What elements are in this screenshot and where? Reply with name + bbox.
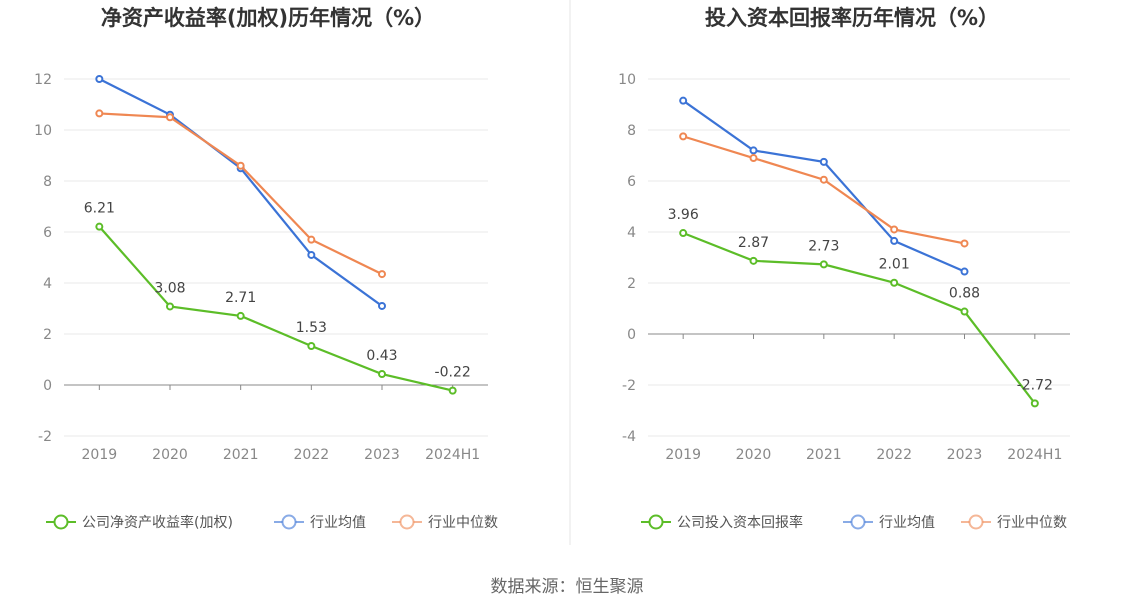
data-point-median[interactable] [95, 109, 104, 118]
legend-item-avg[interactable]: 行业均值 [274, 514, 366, 531]
chart-roic: 投入资本回报率历年情况（%） -4 -2 0 2 4 6 8 10 2019 2020 2021 202… [618, 6, 1070, 531]
data-label: 1.53 [296, 320, 327, 336]
y-tick-label: 10 [34, 123, 52, 139]
x-tick-label: 2024H1 [1007, 447, 1062, 463]
data-point-company[interactable] [378, 370, 386, 379]
legend-label: 行业中位数 [428, 515, 498, 531]
x-tick-label: 2021 [806, 447, 842, 463]
y-tick-label: 8 [627, 123, 636, 139]
x-tick-label: 2020 [152, 447, 188, 463]
series-line-company [98, 225, 453, 392]
chart-title: 投入资本回报率历年情况（%） [705, 6, 999, 30]
y-tick-label: 2 [43, 327, 52, 343]
legend-marker [399, 514, 415, 530]
data-point-median[interactable] [819, 175, 828, 184]
data-point-company[interactable] [749, 256, 758, 265]
data-label: 0.88 [949, 286, 980, 302]
chart-title: 净资产收益率(加权)历年情况（%） [101, 6, 435, 30]
y-tick-label: -4 [622, 429, 636, 445]
series-line-avg [98, 78, 383, 307]
data-label: 3.96 [668, 207, 699, 223]
x-tick-label: 2022 [294, 447, 330, 463]
legend-item-company[interactable]: 公司净资产收益率(加权) [46, 514, 233, 531]
data-point-median[interactable] [236, 161, 245, 170]
x-tick-label: 2021 [223, 447, 259, 463]
data-point-company[interactable] [1030, 399, 1039, 408]
x-tick-label: 2019 [82, 447, 118, 463]
chart-roe: 净资产收益率(加权)历年情况（%） -2 0 2 4 6 8 10 12 2019 2020 2021… [34, 6, 498, 531]
legend-marker [968, 514, 984, 530]
data-point-median[interactable] [166, 113, 174, 122]
x-tick-label: 2022 [876, 447, 912, 463]
x-tick-label: 2023 [364, 447, 400, 463]
data-point-company[interactable] [95, 222, 104, 231]
data-point-median[interactable] [960, 239, 969, 248]
y-tick-label: -2 [622, 378, 636, 394]
data-point-median[interactable] [749, 154, 758, 163]
legend-label: 公司净资产收益率(加权) [82, 514, 233, 531]
x-tick-label: 2020 [736, 447, 772, 463]
data-point-median[interactable] [378, 270, 386, 279]
legend-marker [281, 514, 297, 530]
legend-item-avg[interactable]: 行业均值 [843, 514, 935, 531]
data-point-company[interactable] [960, 307, 969, 316]
y-tick-label: 4 [43, 276, 52, 292]
legend-label: 公司投入资本回报率 [677, 514, 803, 531]
data-point-median[interactable] [679, 132, 688, 141]
data-point-avg[interactable] [819, 157, 828, 166]
legend-item-median[interactable]: 行业中位数 [961, 514, 1067, 531]
legend-label: 行业中位数 [997, 515, 1067, 531]
y-tick-label: 6 [43, 225, 52, 241]
series-line-company [682, 231, 1036, 405]
data-label: 0.43 [366, 348, 397, 364]
y-tick-label: 10 [618, 72, 636, 88]
data-point-company[interactable] [307, 341, 316, 350]
data-point-avg[interactable] [679, 96, 688, 105]
legend-item-company[interactable]: 公司投入资本回报率 [641, 514, 803, 531]
data-point-company[interactable] [166, 302, 174, 311]
legend-marker [53, 514, 69, 530]
data-label: 6.21 [84, 201, 115, 217]
legend-label: 行业均值 [310, 515, 366, 531]
y-tick-label: 6 [627, 174, 636, 190]
y-tick-label: 4 [627, 225, 636, 241]
source-text: 数据来源：恒生聚源 [491, 577, 644, 597]
data-label: 2.87 [738, 235, 769, 251]
data-label: 2.71 [225, 290, 256, 306]
x-tick-label: 2024H1 [425, 447, 480, 463]
x-tick-label: 2019 [665, 447, 701, 463]
legend-item-median[interactable]: 行业中位数 [392, 514, 498, 531]
data-point-company[interactable] [448, 386, 457, 395]
data-point-avg[interactable] [95, 75, 104, 83]
y-tick-label: -2 [38, 429, 52, 445]
y-tick-label: 0 [627, 327, 636, 343]
data-point-avg[interactable] [890, 236, 899, 245]
data-label: -2.72 [1017, 377, 1053, 393]
data-point-avg[interactable] [749, 146, 758, 155]
y-tick-label: 2 [627, 276, 636, 292]
y-tick-label: 0 [43, 378, 52, 394]
series-line-median [99, 112, 383, 276]
data-label: -0.22 [435, 365, 471, 381]
data-point-company[interactable] [679, 229, 688, 238]
legend-marker [648, 514, 664, 530]
x-tick-label: 2023 [947, 447, 983, 463]
y-tick-label: 8 [43, 174, 52, 190]
data-point-avg[interactable] [960, 267, 969, 276]
data-point-median[interactable] [890, 225, 899, 234]
data-point-avg[interactable] [378, 301, 386, 310]
data-point-company[interactable] [236, 311, 245, 320]
data-point-median[interactable] [307, 235, 316, 244]
data-label: 3.08 [154, 280, 185, 296]
data-label: 2.01 [879, 257, 910, 273]
series-line-median [682, 135, 965, 245]
legend-marker [850, 514, 866, 530]
data-point-company[interactable] [890, 278, 899, 287]
y-tick-label: 12 [34, 72, 52, 88]
legend-label: 行业均值 [879, 515, 935, 531]
data-label: 2.73 [808, 238, 839, 254]
data-point-company[interactable] [819, 260, 828, 269]
data-point-avg[interactable] [307, 250, 316, 259]
